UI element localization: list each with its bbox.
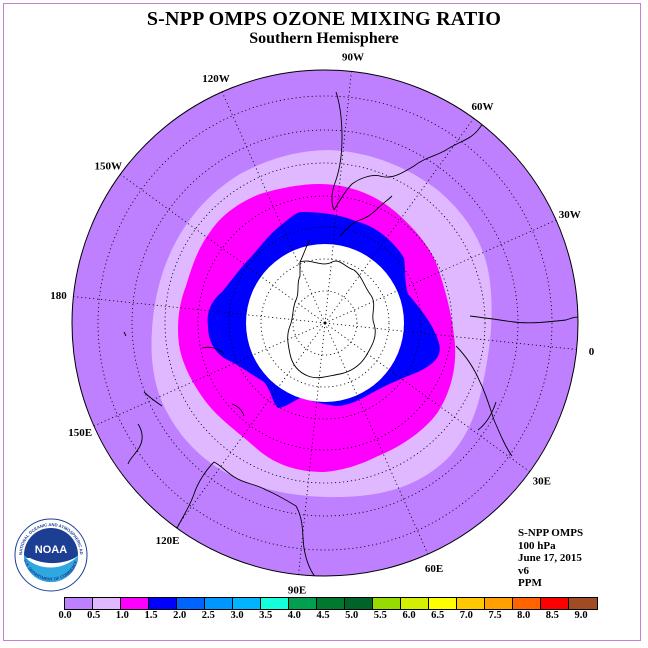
color-bar-tick-label: 6.5 [431, 610, 445, 621]
graticule [73, 71, 577, 575]
antarctica-coastline [287, 239, 376, 379]
color-bar-segment [373, 598, 401, 609]
color-bar-tick-label: 8.5 [545, 610, 559, 621]
color-bar-ticks: 0.0 0.5 1.0 1.5 2.0 2.5 3.0 3.5 4.0 4.5 5.0 5.5 6.0 6… [0, 610, 648, 626]
longitude-label: 0 [589, 346, 595, 358]
instrument-label: S-NPP OMPS [518, 527, 584, 539]
color-bar-tick-label: 5.5 [373, 610, 387, 621]
color-bar-tick-label: 4.5 [316, 610, 330, 621]
pressure-level-label: 100 hPa [518, 539, 556, 552]
color-bar-tick-label: 7.0 [459, 610, 473, 621]
color-bar-segment [401, 598, 429, 609]
longitude-label: 120W [202, 73, 230, 85]
longitude-label: 150W [94, 161, 122, 173]
color-bar-tick-label: 3.5 [259, 610, 273, 621]
longitude-label: 150E [68, 427, 92, 439]
color-bar-tick-label: 6.0 [402, 610, 416, 621]
figure-frame [3, 3, 641, 641]
color-bar-segment [541, 598, 569, 609]
longitude-label: 30W [559, 209, 581, 221]
longitude-label: 180 [50, 290, 67, 302]
color-bar-segment [149, 598, 177, 609]
map-title: S-NPP OMPS OZONE MIXING RATIO [146, 8, 502, 30]
color-bar-tick-label: 9.0 [574, 610, 588, 621]
color-bar-segment [65, 598, 93, 609]
longitude-label: 60W [472, 101, 494, 113]
color-bar-segment [569, 598, 597, 609]
color-bar-tick-label: 2.0 [173, 610, 187, 621]
map-subtitle: Southern Hemisphere [249, 30, 399, 47]
version-label: v6 [518, 564, 529, 577]
color-bar-segment [289, 598, 317, 609]
south-pole-marker [323, 321, 327, 325]
africa-coastline [455, 315, 578, 457]
color-bar-tick-label: 0.0 [58, 610, 72, 621]
color-bar-tick-label: 1.0 [115, 610, 129, 621]
color-bar-tick-label: 1.5 [144, 610, 158, 621]
longitude-label: 120E [156, 535, 180, 547]
color-bar-segment [93, 598, 121, 609]
color-bar [64, 597, 598, 610]
longitude-label: 60E [425, 563, 443, 575]
color-bar-tick-label: 5.0 [345, 610, 359, 621]
noaa-logo-text: NOAA [35, 544, 67, 556]
color-bar-tick-label: 4.0 [287, 610, 301, 621]
color-bar-segment [457, 598, 485, 609]
color-bar-segment [121, 598, 149, 609]
color-bar-segment [261, 598, 289, 609]
noaa-logo: NOAA NATIONAL OCEANIC AND ATMOSPHERIC AD… [12, 514, 88, 592]
longitude-label: 90W [342, 52, 364, 64]
color-bar-segment [317, 598, 345, 609]
units-label: PPM [518, 577, 542, 590]
product-info: S-NPP OMPS 100 hPa June 17, 2015 v6 PPM [518, 527, 583, 590]
color-bar-tick-label: 7.5 [488, 610, 502, 621]
color-bar-tick-label: 0.5 [87, 610, 101, 621]
peninsula-islands [123, 331, 245, 417]
color-bar-segment [233, 598, 261, 609]
date-label: June 17, 2015 [518, 552, 582, 565]
longitude-label: 30E [533, 476, 551, 488]
color-bar-segment [513, 598, 541, 609]
color-bar-tick-label: 2.5 [201, 610, 215, 621]
color-bar-segment [429, 598, 457, 609]
color-bar-segment [345, 598, 373, 609]
color-bar-segment [205, 598, 233, 609]
color-bar-segment [485, 598, 513, 609]
color-bar-tick-label: 3.0 [230, 610, 244, 621]
map-border [71, 69, 579, 577]
south-america-coastline [331, 91, 495, 237]
longitude-labels: 0 30E 60E 90E 120E 150E 180 150W 120W 90W 60W 30W [50, 52, 595, 597]
color-bar-tick-label: 8.0 [517, 610, 531, 621]
color-bar-segment [177, 598, 205, 609]
longitude-label: 90E [288, 585, 306, 597]
